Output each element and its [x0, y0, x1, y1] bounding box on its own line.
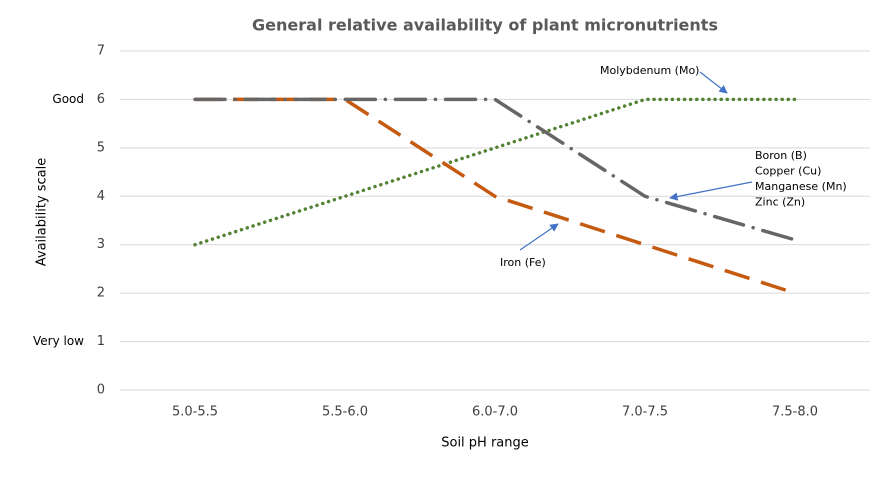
annotation-arrow: [669, 181, 753, 201]
y-tick-label: 1: [97, 334, 105, 349]
series-line: [193, 97, 797, 242]
annotation-arrow: [699, 71, 728, 94]
y-tick-label: 3: [97, 237, 105, 252]
y-tick-label: 7: [97, 44, 105, 59]
series-annotation: Manganese (Mn): [755, 180, 847, 193]
annotation-arrow: [519, 223, 559, 251]
y-tick-label: 2: [97, 286, 105, 301]
x-axis-title: Soil pH range: [441, 436, 529, 451]
chart-title: General relative availability of plant m…: [252, 16, 718, 35]
y-tick-label: 6: [97, 92, 105, 107]
x-tick-label: 5.5-6.0: [322, 405, 368, 420]
y-axis-title: Availability scale: [35, 158, 50, 267]
x-tick-label: 5.0-5.5: [172, 405, 218, 420]
y-tick-label: 5: [97, 140, 105, 155]
series-line: [193, 97, 797, 247]
scale-label: Very low: [33, 334, 84, 348]
x-tick-label: 7.5-8.0: [772, 405, 818, 420]
series-annotation: Zinc (Zn): [755, 196, 805, 209]
series-annotation: Molybdenum (Mo): [600, 64, 699, 77]
series-annotation: Iron (Fe): [500, 256, 546, 269]
y-tick-label: 4: [97, 189, 105, 204]
series-annotation: Copper (Cu): [755, 165, 821, 178]
y-tick-label: 0: [97, 383, 105, 398]
series-annotation: Boron (B): [755, 149, 807, 162]
scale-label: Good: [52, 92, 84, 106]
x-tick-label: 6.0-7.0: [472, 405, 518, 420]
x-tick-label: 7.0-7.5: [622, 405, 668, 420]
